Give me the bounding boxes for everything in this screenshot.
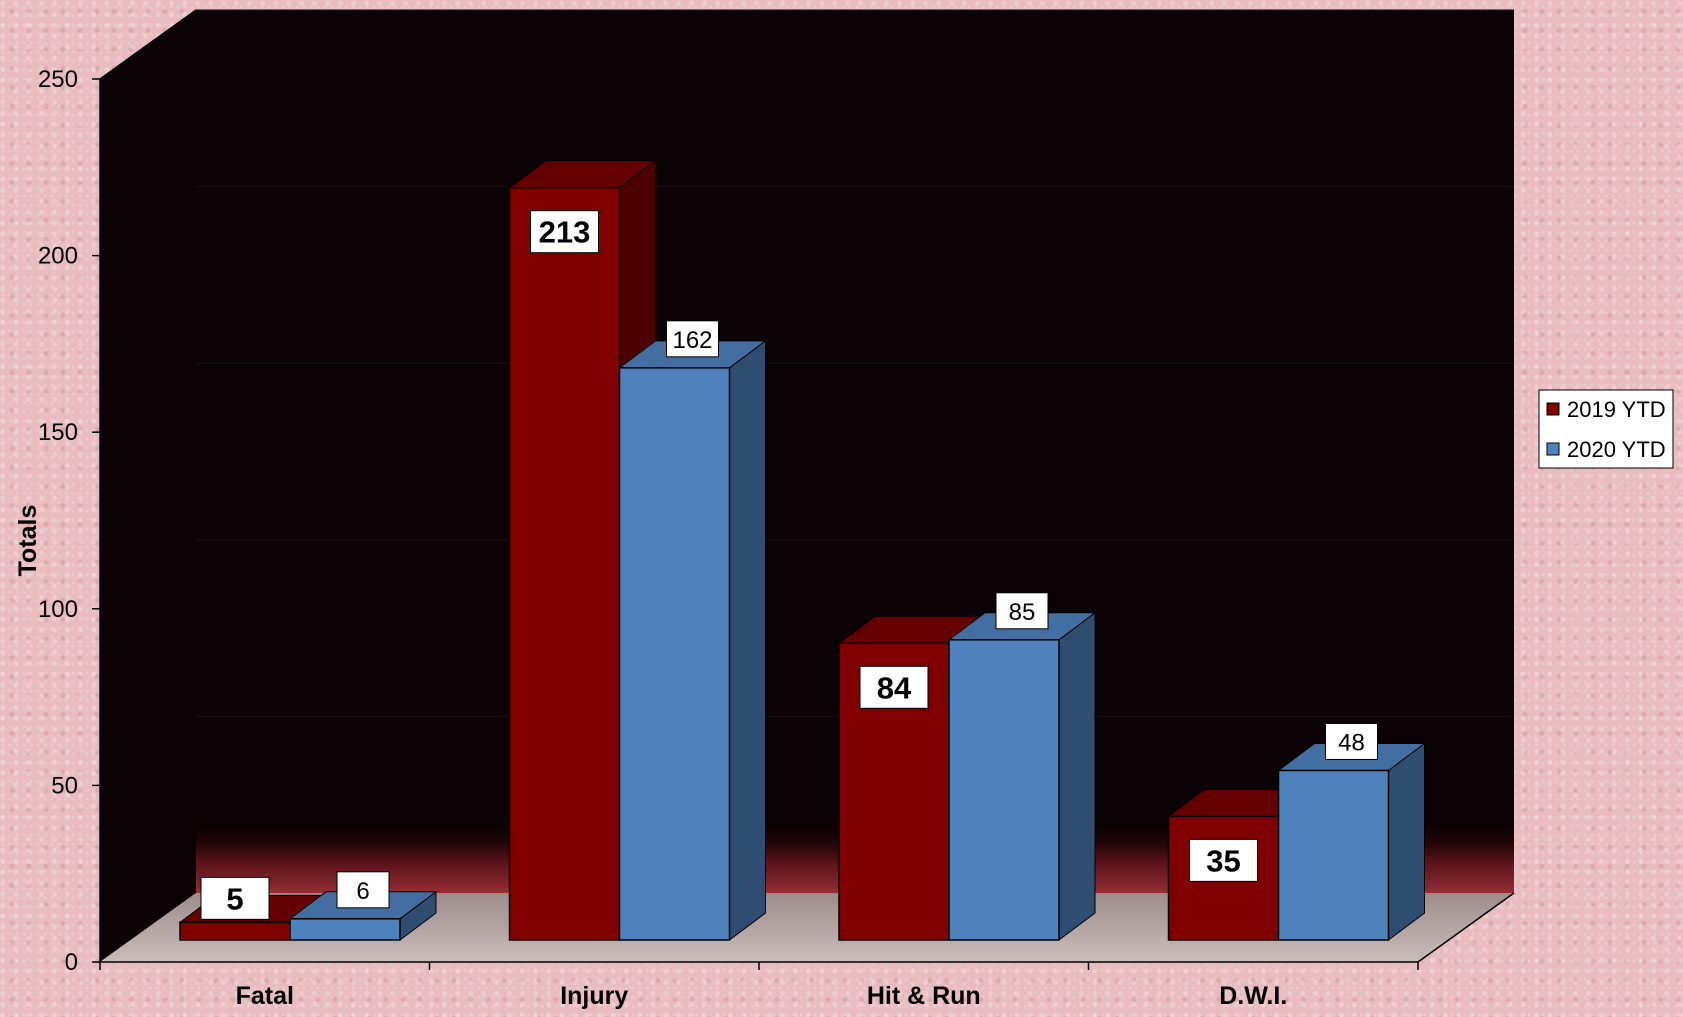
data-label-box xyxy=(995,592,1049,630)
legend-label: 2020 YTD xyxy=(1567,437,1666,462)
side-wall xyxy=(100,10,196,962)
y-tick-label: 50 xyxy=(51,772,78,799)
data-label: 162 xyxy=(672,327,712,354)
bar-side xyxy=(729,339,766,941)
y-tick-label: 250 xyxy=(38,66,78,93)
legend-label: 2019 YTD xyxy=(1567,397,1666,422)
bar xyxy=(179,921,291,941)
data-label-box xyxy=(530,210,599,254)
data-label: 84 xyxy=(877,670,912,705)
data-label-box xyxy=(1325,722,1378,760)
data-label: 6 xyxy=(356,878,369,905)
data-label-box xyxy=(1189,838,1258,882)
data-label: 85 xyxy=(1009,599,1036,626)
bar xyxy=(838,642,950,941)
floor xyxy=(100,893,1514,962)
x-tick-label: Injury xyxy=(560,982,628,1010)
bar xyxy=(618,367,731,941)
legend-swatch xyxy=(1546,442,1560,456)
bar-side xyxy=(1388,742,1425,941)
y-tick-label: 150 xyxy=(38,419,78,446)
data-label: 48 xyxy=(1338,729,1365,756)
bar xyxy=(1277,769,1390,941)
data-label: 213 xyxy=(539,215,591,250)
data-label-box xyxy=(200,876,270,920)
x-tick-label: D.W.I. xyxy=(1219,982,1287,1010)
data-label-box xyxy=(859,665,929,709)
data-label: 35 xyxy=(1206,843,1240,878)
x-tick-label: Fatal xyxy=(236,982,294,1010)
y-tick-label: 0 xyxy=(65,949,78,976)
floor-edge-line xyxy=(1417,892,1515,963)
bar xyxy=(948,639,1060,941)
bar-side xyxy=(1058,611,1096,941)
data-label: 5 xyxy=(226,881,243,916)
data-label-box xyxy=(666,320,719,358)
y-tick-label: 200 xyxy=(38,243,78,270)
data-label-box xyxy=(336,871,390,909)
bar xyxy=(289,918,401,941)
x-tick-label: Hit & Run xyxy=(867,982,981,1010)
top-edge-line xyxy=(99,9,197,80)
y-axis-label: Totals xyxy=(14,505,42,577)
legend-box xyxy=(1538,389,1674,469)
bar xyxy=(508,186,621,941)
legend-swatch xyxy=(1546,402,1560,416)
y-tick-label: 100 xyxy=(38,596,78,623)
